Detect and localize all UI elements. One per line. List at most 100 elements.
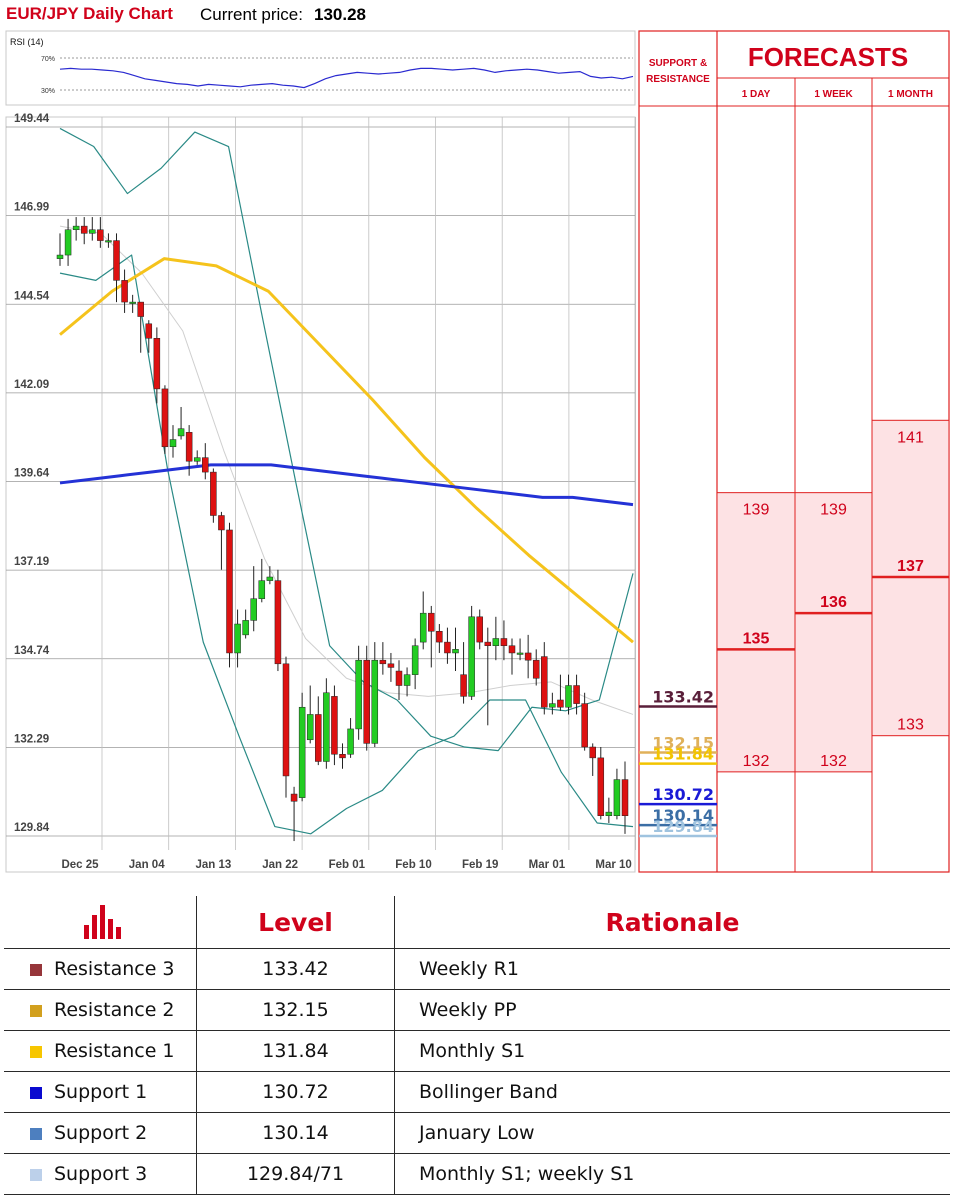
level-name: Resistance 2 — [54, 999, 175, 1021]
candle-body — [72, 225, 80, 230]
rsi-line — [59, 67, 634, 89]
level-value-cell: 129.84/71 — [196, 1153, 395, 1195]
candle-body — [161, 388, 169, 448]
level-rationale-cell: Weekly PP — [394, 989, 950, 1031]
level-value-cell: 130.14 — [196, 1112, 395, 1154]
level-name: Support 3 — [54, 1163, 148, 1185]
level-name-cell: Support 1 — [4, 1071, 197, 1113]
rsi-level-30-label: 30% — [41, 88, 55, 95]
level-label-4: 130.14 — [652, 806, 714, 825]
x-tick-label: Mar 01 — [529, 859, 566, 871]
candle-body — [266, 576, 274, 581]
candle-body — [64, 229, 72, 256]
level-value-cell: 133.42 — [196, 948, 395, 990]
candle-body — [331, 696, 338, 755]
bollinger-lower-line — [59, 254, 634, 835]
support-resistance-label: SUPPORT & — [649, 58, 707, 69]
candle-body — [234, 623, 241, 654]
level-name-cell: Support 3 — [4, 1153, 197, 1195]
level-name: Support 2 — [54, 1122, 148, 1144]
candle-body — [250, 598, 257, 621]
candle-body — [121, 280, 128, 303]
table-row: Support 1 130.72 Bollinger Band — [4, 1071, 950, 1113]
forecast-range-box — [794, 492, 873, 773]
level-name-cell: Resistance 1 — [4, 1030, 197, 1072]
levels-table-header: Level Rationale — [4, 896, 950, 949]
candle-body — [516, 652, 524, 655]
candle-body — [541, 656, 548, 708]
level-value-cell: 132.15 — [196, 989, 395, 1031]
candle-body — [218, 515, 225, 531]
x-tick-label: Mar 10 — [595, 859, 631, 871]
candle-body — [177, 428, 185, 437]
candle-body — [80, 225, 88, 234]
candle-body — [347, 728, 354, 755]
forecast-high-label: 139 — [820, 502, 847, 519]
candle-body — [185, 432, 193, 462]
candle-body — [89, 229, 96, 234]
candle-body — [169, 439, 177, 448]
ma-gray-line — [59, 225, 634, 715]
x-tick-label: Jan 04 — [129, 859, 165, 871]
candle-body — [193, 457, 201, 462]
y-tick-label: 134.74 — [14, 645, 50, 657]
current-price-label: Current price: — [200, 5, 303, 24]
candle-body — [581, 703, 588, 748]
forecast-low-label: 132 — [743, 753, 770, 770]
level-rationale-cell: January Low — [394, 1112, 950, 1154]
candle-body — [129, 301, 136, 304]
level-label-1: 132.15 — [652, 733, 714, 752]
forecast-low-label: 132 — [820, 753, 847, 770]
candle-body — [282, 663, 290, 777]
candle-body — [242, 620, 249, 636]
rsi-level-70-label: 70% — [41, 56, 55, 63]
forecast-mid-label: 135 — [743, 630, 770, 647]
candle-body — [411, 645, 419, 675]
y-tick-label: 132.29 — [14, 733, 49, 745]
rationale-column-header: Rationale — [394, 896, 950, 949]
candle-body — [290, 793, 298, 802]
candle-body — [468, 616, 475, 697]
level-rationale-cell: Monthly S1 — [394, 1030, 950, 1072]
level-color-swatch — [30, 1128, 42, 1140]
candle-body — [436, 631, 443, 643]
forecast-column-0-header: 1 DAY — [742, 89, 771, 100]
forecast-column-1-header: 1 WEEK — [814, 89, 853, 100]
bar-chart-icon-cell — [4, 896, 197, 949]
candle-body — [621, 779, 629, 816]
level-rationale-cell: Weekly R1 — [394, 948, 950, 990]
bollinger-upper-line — [59, 127, 634, 752]
current-price-value: 130.28 — [314, 5, 366, 24]
candle-body — [202, 457, 209, 473]
level-color-swatch — [30, 964, 42, 976]
support-resistance-label: RESISTANCE — [646, 74, 710, 85]
chart-area: RSI (14) 70% 30% 149.44 146.99 144.54 142.09 13… — [5, 30, 950, 873]
candle-body — [153, 338, 161, 390]
table-row: Resistance 3 133.42 Weekly R1 — [4, 948, 950, 990]
candle-body — [56, 254, 64, 259]
chart-title: EUR/JPY Daily Chart — [6, 4, 173, 23]
candle-body — [105, 240, 112, 243]
candle-body — [589, 746, 596, 759]
level-name: Resistance 3 — [54, 958, 175, 980]
candle-body — [306, 714, 314, 741]
y-tick-label: 137.19 — [14, 556, 49, 568]
level-color-swatch — [30, 1169, 42, 1181]
forecast-range-box — [716, 492, 796, 773]
level-name-cell: Resistance 2 — [4, 989, 197, 1031]
y-tick-label: 149.44 — [14, 113, 50, 125]
bar-chart-icon — [84, 905, 121, 939]
candle-body — [226, 529, 233, 654]
candle-body — [355, 659, 362, 730]
table-row: Support 3 129.84/71 Monthly S1; weekly S1 — [4, 1153, 950, 1195]
candle-body — [403, 674, 411, 686]
level-value-cell: 130.72 — [196, 1071, 395, 1113]
candle-body — [323, 692, 330, 762]
level-name-cell: Resistance 3 — [4, 948, 197, 990]
x-tick-label: Jan 22 — [262, 859, 298, 871]
level-name-cell: Support 2 — [4, 1112, 197, 1154]
level-color-swatch — [30, 1087, 42, 1099]
x-tick-label: Feb 01 — [329, 859, 366, 871]
table-row: Resistance 1 131.84 Monthly S1 — [4, 1030, 950, 1072]
level-label-0: 133.42 — [652, 687, 714, 706]
